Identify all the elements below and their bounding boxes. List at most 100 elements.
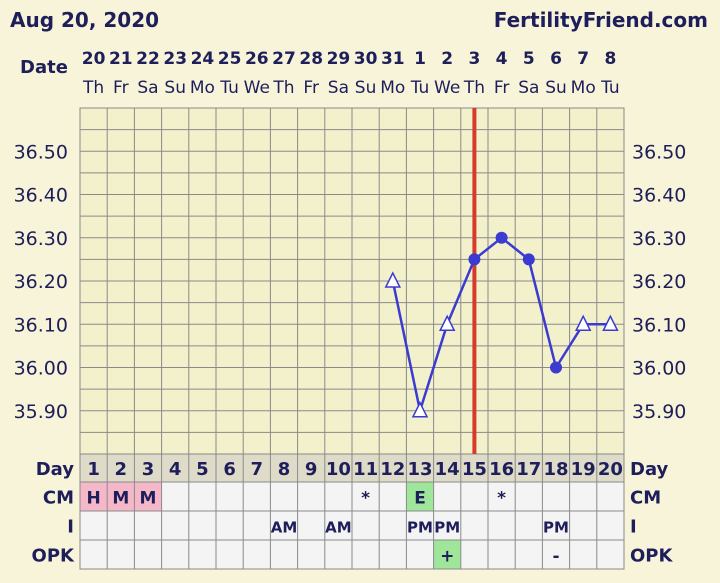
opk-value: - [552, 547, 559, 567]
date-label: 2 [441, 49, 453, 69]
day-number: 2 [115, 459, 128, 480]
i-row-label: I [67, 517, 74, 538]
y-tick-label-left: 36.30 [14, 228, 68, 250]
date-label: 29 [327, 49, 351, 69]
intercourse-value: AM [271, 519, 298, 537]
cm-cell-highlight [134, 482, 162, 511]
date-label: 28 [299, 49, 323, 69]
weekday-label: Fr [303, 78, 319, 98]
day-row-label: Day [36, 459, 75, 480]
weekday-label: Th [463, 78, 485, 98]
date-label: 3 [468, 49, 480, 69]
day-number: 19 [571, 459, 596, 480]
day-number: 10 [326, 459, 351, 480]
y-tick-label-right: 36.30 [632, 228, 686, 250]
date-label: 5 [523, 49, 535, 69]
date-label: 26 [245, 49, 269, 69]
opk-value: + [440, 547, 454, 567]
day-number: 11 [353, 459, 378, 480]
opk-row-label-right: OPK [630, 546, 673, 567]
temperature-point-open [411, 401, 429, 418]
day-number: 17 [516, 459, 541, 480]
weekday-label: Sa [328, 78, 349, 98]
weekday-label: Mo [380, 78, 405, 98]
intercourse-value: AM [325, 519, 352, 537]
day-number: 15 [462, 459, 487, 480]
day-number: 20 [598, 459, 623, 480]
y-tick-label-left: 36.00 [14, 358, 68, 380]
opk-cell-highlight [433, 540, 461, 569]
day-number: 6 [223, 459, 236, 480]
day-number: 7 [251, 459, 264, 480]
y-tick-label-right: 36.20 [632, 271, 686, 293]
day-number: 8 [278, 459, 291, 480]
cm-value: * [361, 489, 370, 509]
weekday-label: Mo [571, 78, 596, 98]
weekday-label: Th [82, 78, 104, 98]
cm-row-label-right: CM [630, 488, 661, 509]
date-label: 1 [414, 49, 426, 69]
cm-row-label: CM [43, 488, 74, 509]
date-label: 31 [381, 49, 405, 69]
day-row-label-right: Day [630, 459, 669, 480]
temperature-point-open [384, 271, 402, 288]
y-tick-label-right: 36.50 [632, 141, 686, 163]
weekday-label: Su [355, 78, 377, 98]
weekday-label: We [434, 78, 460, 98]
day-number: 18 [543, 459, 568, 480]
day-number: 13 [407, 459, 432, 480]
day-number: 16 [489, 459, 514, 480]
temperature-point-open [602, 314, 619, 331]
date-label: 8 [604, 49, 616, 69]
cm-value: M [112, 489, 129, 509]
date-label: 6 [550, 49, 562, 69]
day-number: 14 [435, 459, 460, 480]
date-label: 23 [163, 49, 187, 69]
cm-value: E [414, 489, 426, 509]
weekday-label: Th [272, 78, 294, 98]
cm-cell-highlight [406, 482, 434, 511]
weekday-label: Fr [113, 78, 129, 98]
i-row-label-right: I [630, 517, 637, 538]
intercourse-value: PM [543, 519, 569, 537]
date-label: 30 [354, 49, 378, 69]
cm-value: M [140, 489, 157, 509]
date-label: 4 [496, 49, 508, 69]
weekday-label: Fr [494, 78, 510, 98]
weekday-label: Sa [137, 78, 158, 98]
weekday-label: Sa [518, 78, 539, 98]
temperature-point [495, 231, 508, 244]
y-tick-label-left: 36.50 [14, 141, 68, 163]
y-tick-label-left: 36.40 [14, 185, 68, 207]
date-label: 25 [218, 49, 242, 69]
y-tick-label-right: 35.90 [632, 401, 686, 423]
chart-date: Aug 20, 2020 [10, 8, 160, 32]
temperature-point-open [574, 314, 592, 331]
cm-cell-highlight [80, 482, 108, 511]
weekday-label: Tu [600, 78, 620, 98]
weekday-label: Su [545, 78, 567, 98]
temperature-point-open [438, 314, 456, 331]
y-tick-label-right: 36.00 [632, 358, 686, 380]
date-label: 21 [109, 49, 133, 69]
weekday-label: Su [164, 78, 186, 98]
date-label: 22 [136, 49, 160, 69]
date-label: 27 [272, 49, 296, 69]
temperature-point [468, 253, 481, 266]
opk-row-label: OPK [32, 546, 75, 567]
weekday-label: We [244, 78, 270, 98]
cm-cell-highlight [107, 482, 135, 511]
y-tick-label-right: 36.40 [632, 185, 686, 207]
date-label: 7 [577, 49, 589, 69]
day-number: 9 [305, 459, 318, 480]
day-number: 4 [169, 459, 182, 480]
y-tick-label-left: 36.20 [14, 271, 68, 293]
y-tick-label-left: 35.90 [14, 401, 68, 423]
cm-value: H [86, 489, 100, 509]
y-tick-label-left: 36.10 [14, 314, 68, 336]
weekday-label: Mo [190, 78, 215, 98]
intercourse-value: PM [434, 519, 460, 537]
temperature-point [550, 361, 562, 374]
site-name: FertilityFriend.com [493, 8, 708, 32]
